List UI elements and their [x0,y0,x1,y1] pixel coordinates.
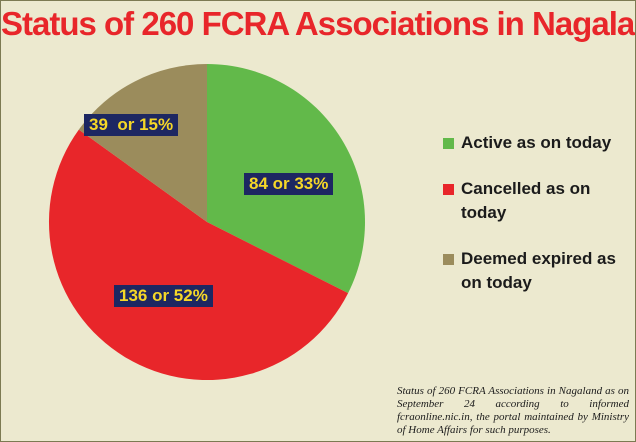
legend-item-deemed-expired: Deemed expired as on today [443,247,628,295]
pie-slice-cancelled [48,129,349,381]
pie-slice-deemed-expired [78,64,207,222]
data-label-deemed-expired: 39 or 15% [84,114,179,136]
legend-label-cancelled: Cancelled as on today [461,179,591,222]
source-note: Status of 260 FCRA Associations in Nagal… [397,385,629,436]
chart-title: Status of 260 FCRA Associations in Nagal… [1,5,636,42]
legend: Active as on today Cancelled as on today… [443,131,628,317]
legend-swatch-active [443,138,454,149]
legend-swatch-cancelled [443,184,454,195]
data-label-cancelled: 136 or 52% [114,285,213,307]
data-label-active: 84 or 33% [244,173,334,195]
legend-item-cancelled: Cancelled as on today [443,177,628,225]
legend-label-active: Active as on today [461,133,612,152]
legend-label-deemed-expired: Deemed expired as on today [461,249,616,292]
legend-item-active: Active as on today [443,131,628,155]
legend-swatch-deemed-expired [443,254,454,265]
